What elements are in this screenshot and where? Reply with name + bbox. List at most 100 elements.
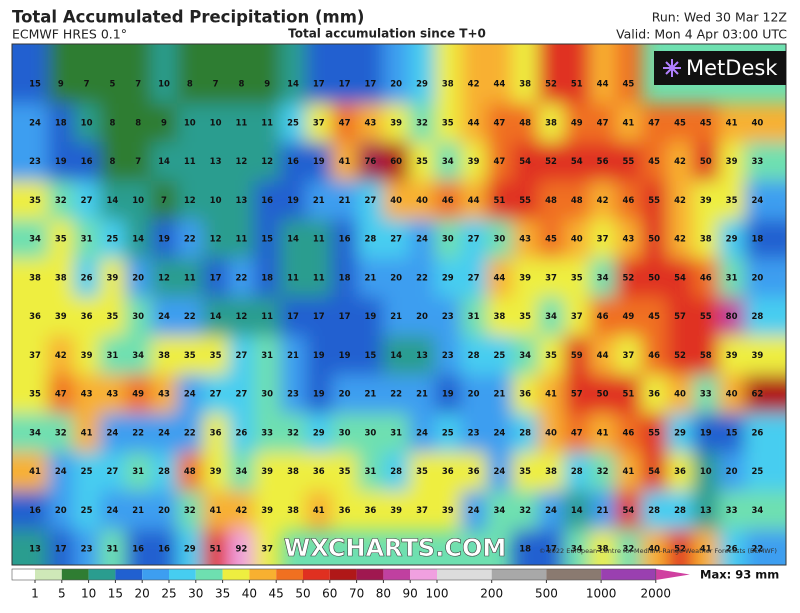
grid-value: 44 <box>597 80 609 90</box>
colorbar-segment <box>410 569 437 580</box>
precip-cell <box>47 297 75 337</box>
precip-cell <box>357 452 385 492</box>
grid-value: 35 <box>416 157 428 167</box>
precip-cell <box>538 142 565 182</box>
precip-cell <box>176 335 204 376</box>
grid-value: 39 <box>261 506 273 516</box>
colorbar-segment <box>195 569 223 580</box>
grid-value: 24 <box>106 506 118 516</box>
precip-cell <box>280 374 307 415</box>
precip-cell <box>563 529 591 565</box>
grid-value: 11 <box>313 273 325 283</box>
grid-value: 29 <box>726 235 738 245</box>
grid-value: 36 <box>81 312 93 322</box>
grid-value: 49 <box>571 118 583 128</box>
precip-cell <box>460 490 488 531</box>
colorbar-segment <box>35 569 62 580</box>
grid-value: 52 <box>674 545 686 555</box>
grid-value: 17 <box>313 312 325 322</box>
precip-cell <box>202 452 230 492</box>
precip-cell <box>357 374 385 415</box>
precip-cell <box>305 142 333 182</box>
grid-value: 17 <box>339 312 351 322</box>
precip-cell <box>460 219 488 260</box>
grid-value: 54 <box>519 157 531 167</box>
logo-box: MetDesk <box>654 51 786 85</box>
precip-cell <box>47 142 75 182</box>
precip-cell <box>202 44 230 105</box>
grid-value: 17 <box>339 80 351 90</box>
grid-value: 37 <box>416 506 428 516</box>
grid-value: 37 <box>261 545 273 555</box>
grid-value: 22 <box>184 428 196 438</box>
grid-value: 14 <box>390 351 402 361</box>
grid-value: 23 <box>442 312 454 322</box>
grid-value: 35 <box>545 351 557 361</box>
precip-cell <box>99 180 127 221</box>
grid-value: 20 <box>751 273 763 283</box>
grid-value: 92 <box>235 545 247 555</box>
precip-cell <box>641 529 669 565</box>
precip-cell <box>280 180 307 221</box>
grid-value: 7 <box>135 80 141 90</box>
precip-cell <box>12 335 49 376</box>
subtitle: Total accumulation since T+0 <box>288 27 486 41</box>
grid-value: 43 <box>81 390 93 400</box>
precip-cell <box>641 452 669 492</box>
grid-value: 35 <box>442 118 454 128</box>
precip-cell <box>692 219 720 260</box>
precip-cell <box>460 452 488 492</box>
precip-cell <box>615 452 643 492</box>
precip-cell <box>228 413 256 454</box>
grid-value: 40 <box>416 196 428 206</box>
colorbar-segment <box>88 569 116 580</box>
precip-cell <box>176 258 204 299</box>
precip-cell <box>718 452 746 492</box>
precip-cell <box>667 142 694 182</box>
precip-cell <box>12 413 49 454</box>
precip-cell <box>434 180 462 221</box>
grid-value: 39 <box>442 506 454 516</box>
precip-cell <box>228 103 256 144</box>
precip-cell <box>12 374 49 415</box>
precip-cell <box>73 44 101 105</box>
grid-value: 36 <box>442 467 454 477</box>
precip-cell <box>47 490 75 531</box>
grid-value: 17 <box>210 273 222 283</box>
precip-cell <box>12 44 49 105</box>
colorbar-label: 50 <box>295 587 310 601</box>
grid-value: 41 <box>622 467 634 477</box>
grid-value: 36 <box>519 390 531 400</box>
precip-cell <box>151 413 178 454</box>
grid-value: 24 <box>416 235 428 245</box>
precip-cell <box>744 529 786 565</box>
colorbar-segment <box>142 569 169 580</box>
precip-cell <box>409 413 436 454</box>
grid-value: 27 <box>468 273 480 283</box>
grid-value: 16 <box>339 235 351 245</box>
precip-cell <box>409 490 436 531</box>
grid-value: 31 <box>261 351 273 361</box>
grid-value: 29 <box>416 80 428 90</box>
precip-cell <box>357 413 385 454</box>
grid-value: 45 <box>648 157 660 167</box>
grid-value: 7 <box>84 80 90 90</box>
precip-cell <box>538 335 565 376</box>
precip-cell <box>692 297 720 337</box>
precip-cell <box>383 413 411 454</box>
grid-value: 46 <box>622 196 634 206</box>
grid-value: 59 <box>571 351 583 361</box>
grid-value: 41 <box>622 118 634 128</box>
precip-cell <box>589 490 617 531</box>
precip-cell <box>460 335 488 376</box>
grid-value: 46 <box>597 312 609 322</box>
precip-cell <box>12 258 49 299</box>
precip-cell <box>744 413 786 454</box>
grid-value: 17 <box>364 80 376 90</box>
precip-cell <box>151 529 178 565</box>
precip-cell <box>589 180 617 221</box>
precip-cell <box>254 44 282 105</box>
grid-value: 32 <box>416 118 428 128</box>
colorbar-segment <box>249 569 277 580</box>
